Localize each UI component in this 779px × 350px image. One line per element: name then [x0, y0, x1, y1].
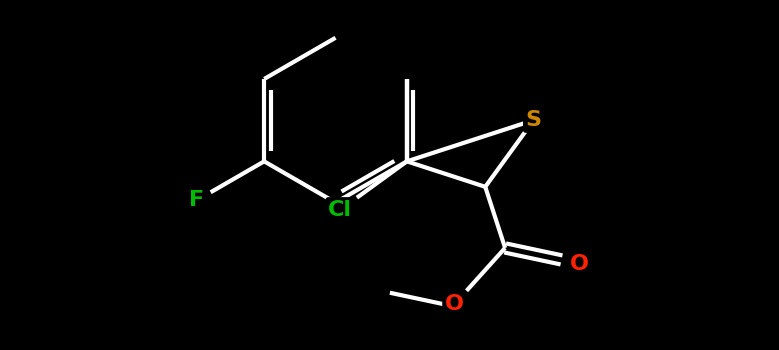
- Text: F: F: [189, 190, 204, 210]
- Text: O: O: [445, 294, 464, 314]
- Text: O: O: [569, 254, 589, 274]
- Text: Cl: Cl: [328, 200, 352, 220]
- Text: S: S: [526, 110, 541, 130]
